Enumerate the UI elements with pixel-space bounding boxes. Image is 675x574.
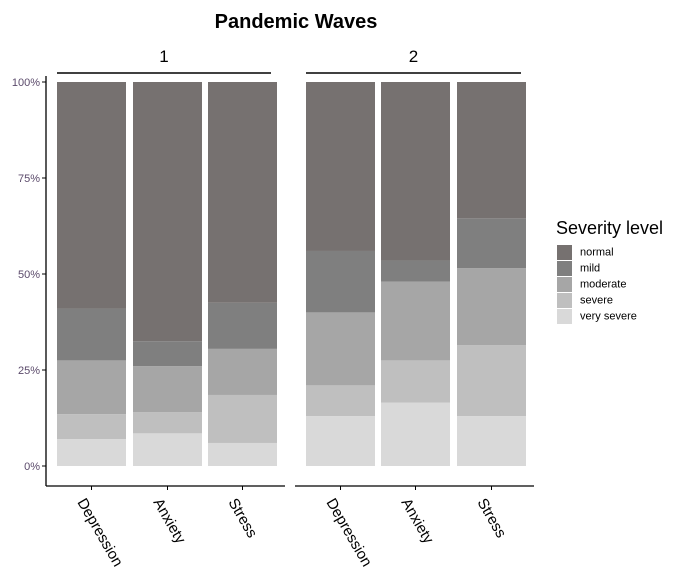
bar-segment-moderate [381,281,450,361]
chart-title: Pandemic Waves [215,11,378,33]
bar-segment-normal [133,82,202,342]
x-tick-label: Depression [74,496,127,570]
facet-label: 2 [409,47,418,66]
y-tick-label: 50% [18,269,40,281]
bar-segment-mild [57,308,126,361]
bar-segment-mild [457,218,526,269]
bar-segment-severe [381,360,450,403]
legend-label: moderate [580,279,626,291]
facet-label: 1 [159,47,168,66]
bar-segment-moderate [57,360,126,415]
legend-label: very severe [580,311,637,323]
bar-segment-normal [57,82,126,309]
legend-swatch [557,309,572,324]
y-tick-label: 0% [24,461,40,473]
y-tick-label: 25% [18,365,40,377]
x-tick-label: Anxiety [150,496,190,548]
legend-label: mild [580,263,600,275]
legend-swatch [557,261,572,276]
bar-segment-normal [306,82,375,251]
y-tick-label: 100% [12,77,40,89]
bar-segment-moderate [457,268,526,346]
bar-segment-mild [306,250,375,313]
y-tick-label: 75% [18,173,40,185]
legend: Severity level normal mild moderate severe ve… [556,218,663,324]
bar-segment-normal [381,82,450,261]
legend-title: Severity level [556,218,663,238]
legend-swatch [557,245,572,260]
bar-segment-mild [381,260,450,282]
x-tick-label: Stress [474,496,510,541]
bar-segment-mild [208,302,277,349]
bar-segment-severe [57,414,126,440]
bar-segment-moderate [306,312,375,386]
legend-swatch [557,277,572,292]
bar-segment-very-severe [381,402,450,466]
x-tick-label: Depression [323,496,376,570]
bar-segment-severe [306,385,375,417]
bar-segment-normal [457,82,526,219]
bar-segment-severe [208,394,277,443]
bar-segment-severe [133,412,202,434]
x-tick-label: Anxiety [398,496,438,548]
bar-segment-very-severe [57,439,126,466]
x-tick-label: Stress [225,496,261,541]
bar-segment-moderate [208,348,277,395]
bars [57,82,526,466]
bar-segment-moderate [133,366,202,413]
bar-segment-very-severe [457,416,526,466]
legend-swatch [557,293,572,308]
bar-segment-normal [208,82,277,303]
legend-label: severe [580,295,613,307]
bar-segment-mild [133,341,202,367]
bar-segment-very-severe [133,433,202,466]
bar-segment-severe [457,345,526,417]
bar-segment-very-severe [306,416,375,466]
bar-segment-very-severe [208,442,277,466]
legend-label: normal [580,247,614,259]
